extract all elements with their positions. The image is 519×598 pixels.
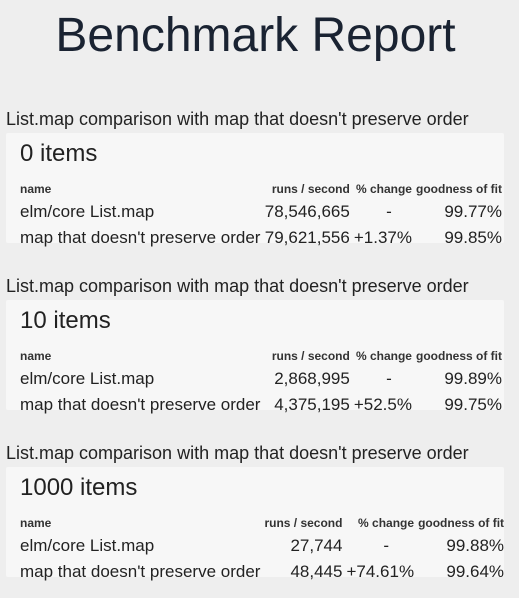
column-header-fit: goodness of fit [416,349,502,363]
row-change: - [386,202,392,221]
row-fit: 99.77% [444,202,502,221]
results-table: name runs / second % change goodness of … [18,346,504,418]
column-header-change: % change [355,349,412,363]
row-name: map that doesn't preserve order [20,228,261,247]
column-header-name: name [20,516,52,530]
row-runs: 48,445 [290,562,343,581]
table-row: map that doesn't preserve order 48,445 +… [18,559,506,585]
section-heading: List.map comparison with map that doesn'… [6,443,469,463]
page-title: Benchmark Report [55,9,456,62]
column-header-fit: goodness of fit [416,182,502,196]
results-card: 0 items name runs / second % change good… [6,133,504,247]
table-row: elm/core List.map 27,744 - 99.88% [18,533,506,559]
results-card: 10 items name runs / second % change goo… [6,300,504,414]
table-header-row: name runs / second % change goodness of … [18,179,504,199]
row-change: - [383,536,390,555]
column-header-runs: runs / second [264,516,343,530]
column-header-fit: goodness of fit [418,516,505,530]
table-row: elm/core List.map 2,868,995 - 99.89% [18,366,504,392]
card-title: 1000 items [20,474,138,501]
card-title: 10 items [20,307,111,334]
row-runs: 78,546,665 [264,202,350,221]
row-name: map that doesn't preserve order [20,395,261,414]
row-fit: 99.88% [446,536,505,555]
column-header-runs: runs / second [271,182,350,196]
row-fit: 99.85% [444,228,502,247]
row-change: +52.5% [353,395,412,414]
results-table: name runs / second % change goodness of … [18,513,506,585]
row-name: elm/core List.map [20,369,155,388]
row-change: - [386,369,392,388]
table-row: map that doesn't preserve order 4,375,19… [18,392,504,418]
results-card: 1000 items name runs / second % change g… [6,467,504,581]
table-header-row: name runs / second % change goodness of … [18,513,506,533]
card-title: 0 items [20,140,98,167]
column-header-name: name [20,349,52,363]
row-change: +1.37% [353,228,412,247]
section-heading: List.map comparison with map that doesn'… [6,109,469,129]
row-runs: 2,868,995 [274,369,350,388]
row-name: elm/core List.map [20,536,155,555]
row-fit: 99.75% [444,395,502,414]
table-row: map that doesn't preserve order 79,621,5… [18,225,504,251]
column-header-runs: runs / second [271,349,350,363]
column-header-change: % change [355,182,412,196]
table-header-row: name runs / second % change goodness of … [18,346,504,366]
results-table: name runs / second % change goodness of … [18,179,504,251]
section-heading: List.map comparison with map that doesn'… [6,276,469,296]
row-change: +74.61% [346,562,415,581]
row-runs: 79,621,556 [264,228,350,247]
row-runs: 4,375,195 [274,395,350,414]
row-name: map that doesn't preserve order [20,562,261,581]
column-header-name: name [20,182,52,196]
row-fit: 99.89% [444,369,502,388]
table-row: elm/core List.map 78,546,665 - 99.77% [18,199,504,225]
column-header-change: % change [358,516,415,530]
row-fit: 99.64% [446,562,505,581]
row-name: elm/core List.map [20,202,155,221]
row-runs: 27,744 [290,536,343,555]
